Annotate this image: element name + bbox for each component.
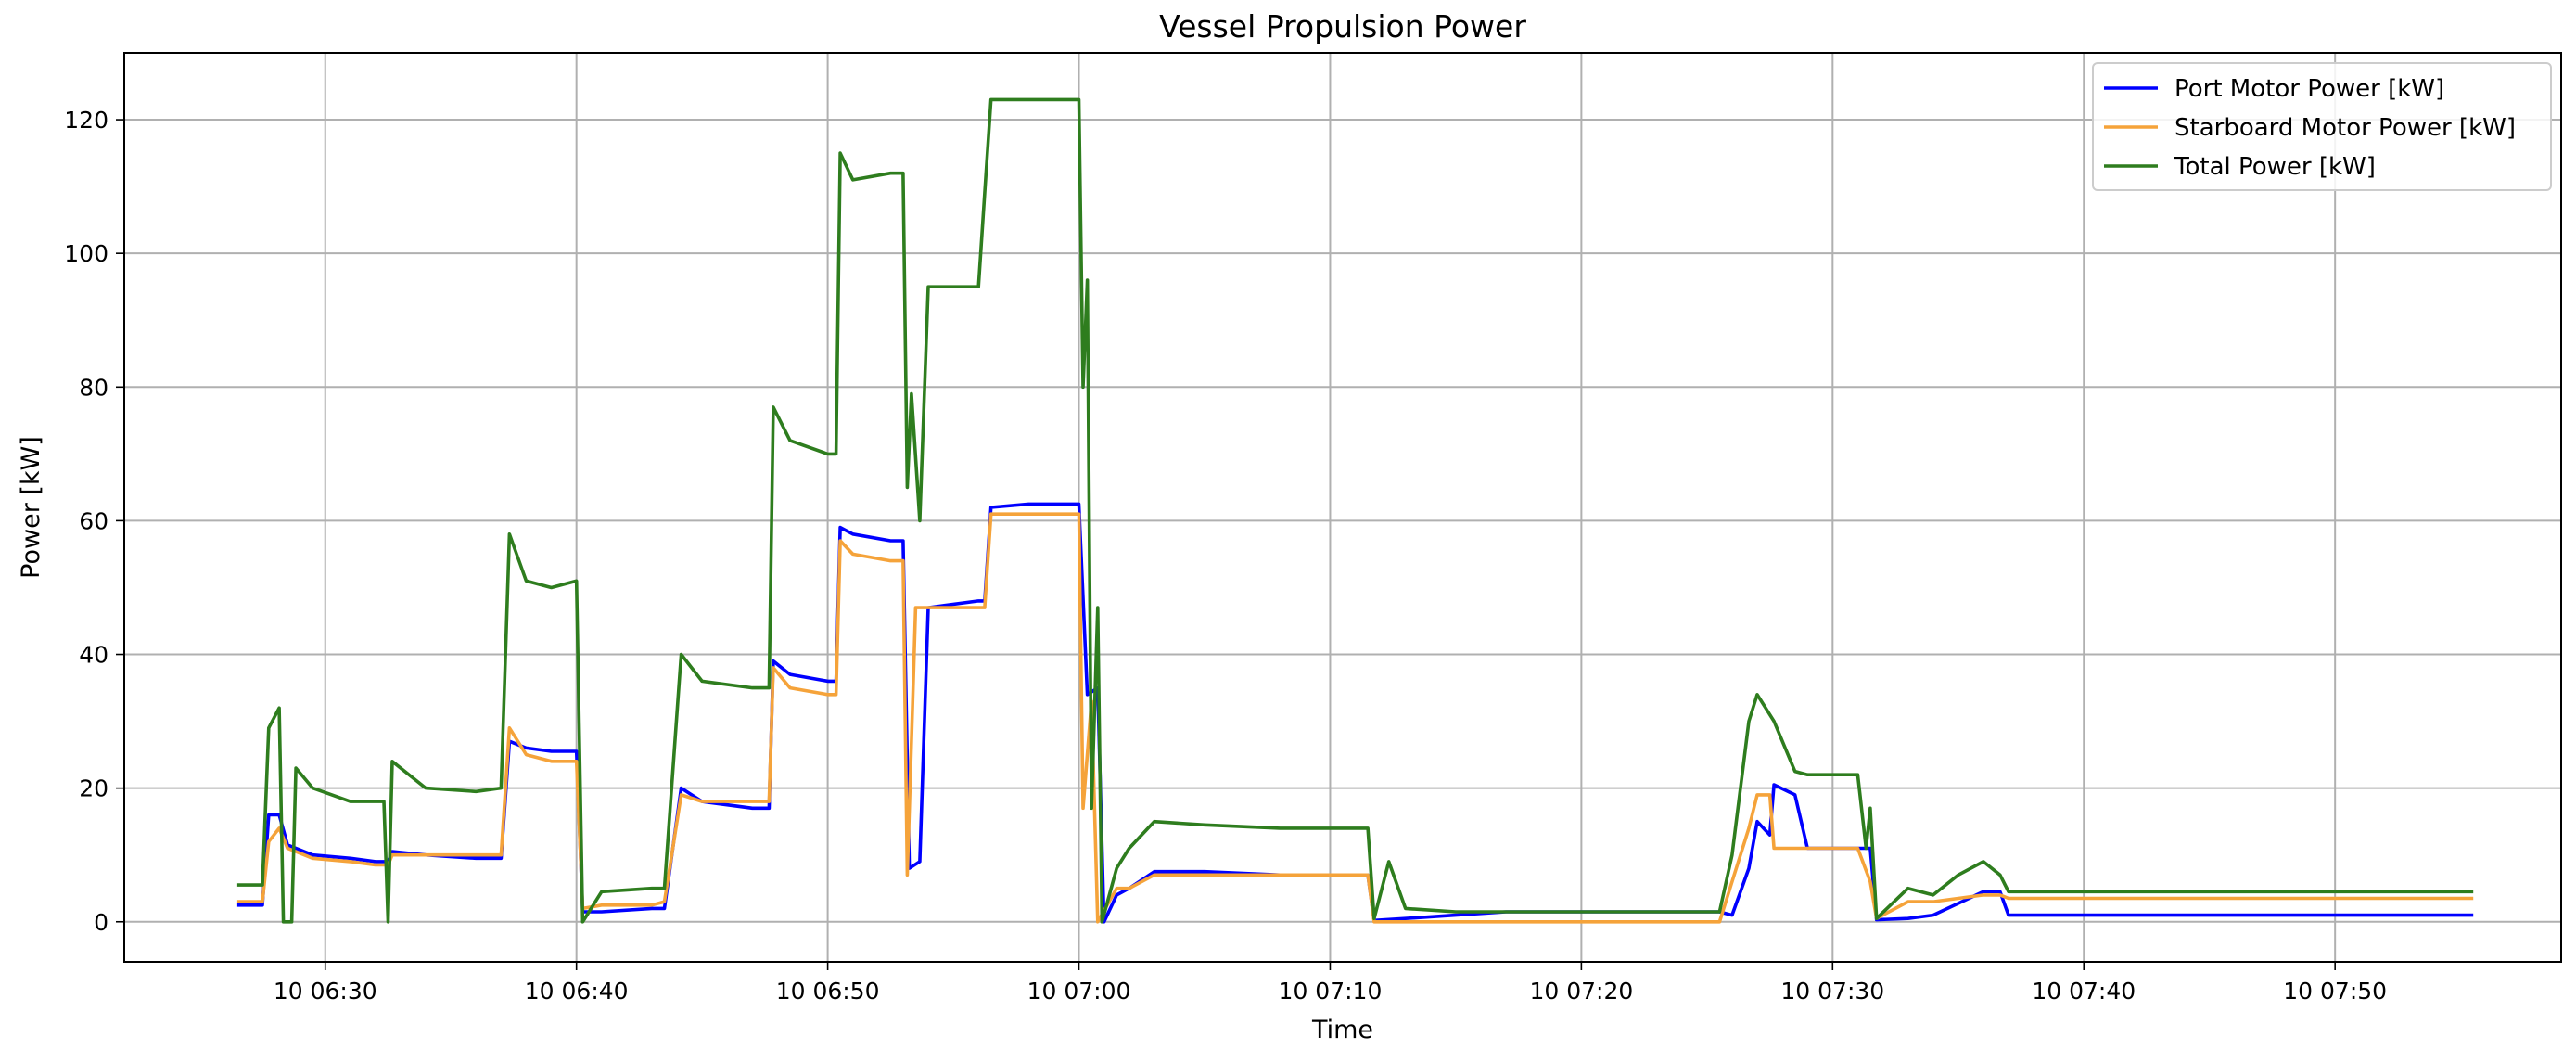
legend-label-1: Starboard Motor Power [kW] xyxy=(2174,114,2516,142)
grid xyxy=(124,53,2561,962)
x-tick-label: 10 07:40 xyxy=(2032,978,2136,1005)
y-tick-label: 60 xyxy=(79,507,108,534)
series-line-2 xyxy=(236,97,2474,924)
plot-frame xyxy=(123,52,2562,963)
y-tick-label: 120 xyxy=(64,107,108,134)
y-tick-label: 0 xyxy=(94,909,108,936)
legend: Port Motor Power [kW] Starboard Motor Pow… xyxy=(2092,62,2552,191)
y-tick-label: 100 xyxy=(64,240,108,267)
legend-label-2: Total Power [kW] xyxy=(2174,153,2376,181)
chart-title: Vessel Propulsion Power xyxy=(1159,8,1526,45)
x-tick-label: 10 07:30 xyxy=(1780,978,1884,1005)
x-tick-label: 10 06:30 xyxy=(274,978,377,1005)
y-tick-label: 80 xyxy=(79,374,108,401)
x-tick-label: 10 06:50 xyxy=(776,978,880,1005)
x-tick-label: 10 07:50 xyxy=(2283,978,2387,1005)
series-line-1 xyxy=(236,512,2474,924)
legend-box xyxy=(2092,62,2552,191)
x-tick-label: 10 07:20 xyxy=(1529,978,1633,1005)
legend-label-0: Port Motor Power [kW] xyxy=(2174,75,2444,103)
y-axis-label: Power [kW] xyxy=(17,436,45,579)
x-axis-label: Time xyxy=(1311,1016,1373,1044)
x-tick-label: 10 07:00 xyxy=(1027,978,1131,1005)
series-lines xyxy=(236,97,2474,924)
y-tick-label: 20 xyxy=(79,775,108,802)
axis-ticks: 10 06:30 10 06:40 10 06:50 10 07:00 10 07:10… xyxy=(64,107,2387,1005)
x-tick-label: 10 07:10 xyxy=(1279,978,1383,1005)
x-tick-label: 10 06:40 xyxy=(525,978,629,1005)
y-tick-label: 40 xyxy=(79,642,108,669)
